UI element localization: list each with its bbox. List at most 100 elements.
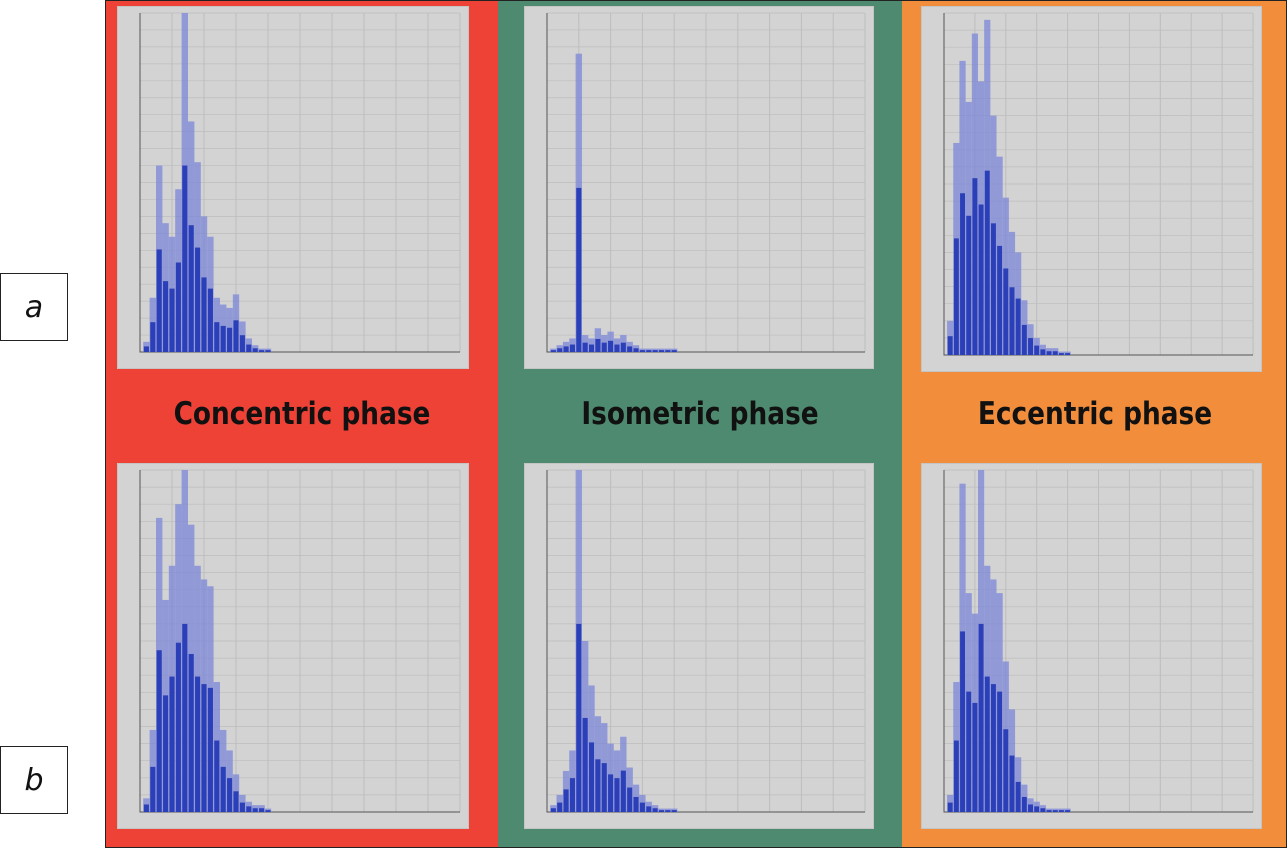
histogram-bar xyxy=(550,348,557,352)
histogram-b-isometric xyxy=(524,463,874,829)
histogram-bar xyxy=(264,348,272,352)
histogram-bar xyxy=(569,750,576,812)
histogram-bar xyxy=(1052,808,1059,812)
histogram-bar xyxy=(1033,337,1040,355)
histogram-bar xyxy=(1039,344,1046,355)
histogram-a-isometric xyxy=(524,6,874,369)
axis-lines xyxy=(546,13,865,353)
histogram-bar xyxy=(588,685,595,812)
histogram-bar xyxy=(959,483,966,812)
histogram-a-concentric xyxy=(117,6,469,369)
histogram-bar xyxy=(181,470,188,812)
histogram-bar xyxy=(658,348,665,352)
axis-lines xyxy=(943,13,1253,356)
phase-label-isometric: Isometric phase xyxy=(581,396,819,432)
histogram-bar xyxy=(1058,808,1065,812)
histogram-bar xyxy=(188,524,195,812)
histogram-bar xyxy=(200,216,208,352)
histogram-bar xyxy=(168,236,176,352)
histogram-bar xyxy=(156,165,163,352)
histogram-bar xyxy=(639,348,646,352)
phase-label-eccentric: Eccentric phase xyxy=(977,396,1213,432)
histogram-bar xyxy=(232,294,240,352)
histogram-bar xyxy=(626,341,633,352)
histogram-bar xyxy=(213,297,220,352)
histogram-bar xyxy=(556,345,563,352)
histogram-b-eccentric xyxy=(921,463,1262,829)
histogram-bar xyxy=(664,808,672,812)
histogram-bar xyxy=(194,565,201,812)
histogram-bar xyxy=(149,297,156,352)
histogram-bar xyxy=(651,805,659,812)
histogram-bar xyxy=(175,189,182,352)
histogram-bar xyxy=(632,345,640,352)
histogram-bar xyxy=(971,613,978,812)
histogram-bar xyxy=(601,335,608,352)
histogram-bar xyxy=(613,338,621,352)
axis-lines xyxy=(139,13,460,353)
histogram-bar xyxy=(1052,348,1059,355)
histogram-bar xyxy=(213,682,220,812)
histogram-bar xyxy=(965,593,972,812)
histogram-bar xyxy=(258,805,265,812)
histogram-bar xyxy=(953,142,960,355)
histogram-bar xyxy=(607,331,614,352)
histogram-bar xyxy=(645,348,652,352)
histogram-bar xyxy=(671,808,678,812)
histogram-bar xyxy=(258,348,265,352)
histogram-bar xyxy=(947,794,954,812)
histogram-bar xyxy=(1002,661,1009,812)
histogram-bar xyxy=(594,716,602,812)
histogram-bar xyxy=(1027,324,1034,355)
histogram-bar xyxy=(984,19,991,356)
histogram-bar xyxy=(1021,300,1028,355)
histogram-bar xyxy=(1058,351,1065,355)
histogram-bar xyxy=(252,345,259,352)
histogram-bar xyxy=(143,341,150,352)
histogram-svg xyxy=(943,12,1254,356)
histogram-bar xyxy=(149,729,156,812)
histogram-bar xyxy=(996,593,1003,812)
histogram-bar xyxy=(581,335,589,352)
histogram-bar xyxy=(626,767,633,812)
histogram-bar xyxy=(575,470,582,812)
histogram-bar xyxy=(162,599,169,812)
histogram-svg xyxy=(546,12,866,353)
histogram-bar xyxy=(620,335,627,352)
histogram-bar xyxy=(965,101,972,355)
histogram-bar xyxy=(947,320,954,355)
histogram-bar xyxy=(632,784,640,812)
histogram-bar xyxy=(264,808,272,812)
histogram-bar xyxy=(550,805,557,812)
axis-lines xyxy=(943,470,1253,813)
histogram-bar xyxy=(226,307,233,352)
histogram-bar xyxy=(156,517,163,812)
histogram-bar xyxy=(953,682,960,812)
histogram-bar xyxy=(1045,348,1053,355)
figure-grid: Concentric phase Isometric phase Eccentr… xyxy=(105,0,1287,848)
histogram-bar xyxy=(1002,197,1009,355)
histogram-bar xyxy=(252,805,259,812)
histogram-bar xyxy=(959,60,966,355)
histogram-bar xyxy=(977,470,985,812)
histogram-bar xyxy=(207,236,214,352)
histogram-b-concentric xyxy=(117,463,469,829)
histogram-bar xyxy=(601,723,608,812)
histogram-a-eccentric xyxy=(921,6,1262,372)
histogram-bar xyxy=(984,565,991,812)
axis-lines xyxy=(139,470,460,813)
histogram-bar xyxy=(671,348,678,352)
histogram-bar xyxy=(1064,351,1071,355)
histogram-bar xyxy=(990,115,997,355)
histogram-bar xyxy=(1039,805,1046,812)
histogram-bar xyxy=(588,338,595,352)
histogram-bar xyxy=(569,338,576,352)
histogram-bar xyxy=(1033,801,1040,812)
histogram-bar xyxy=(639,794,646,812)
histogram-bar xyxy=(594,328,602,352)
row-label-b: b xyxy=(0,746,68,814)
histogram-bar xyxy=(996,156,1003,355)
histogram-bar xyxy=(207,586,214,812)
histogram-svg xyxy=(139,12,461,353)
histogram-bar xyxy=(1008,709,1016,812)
